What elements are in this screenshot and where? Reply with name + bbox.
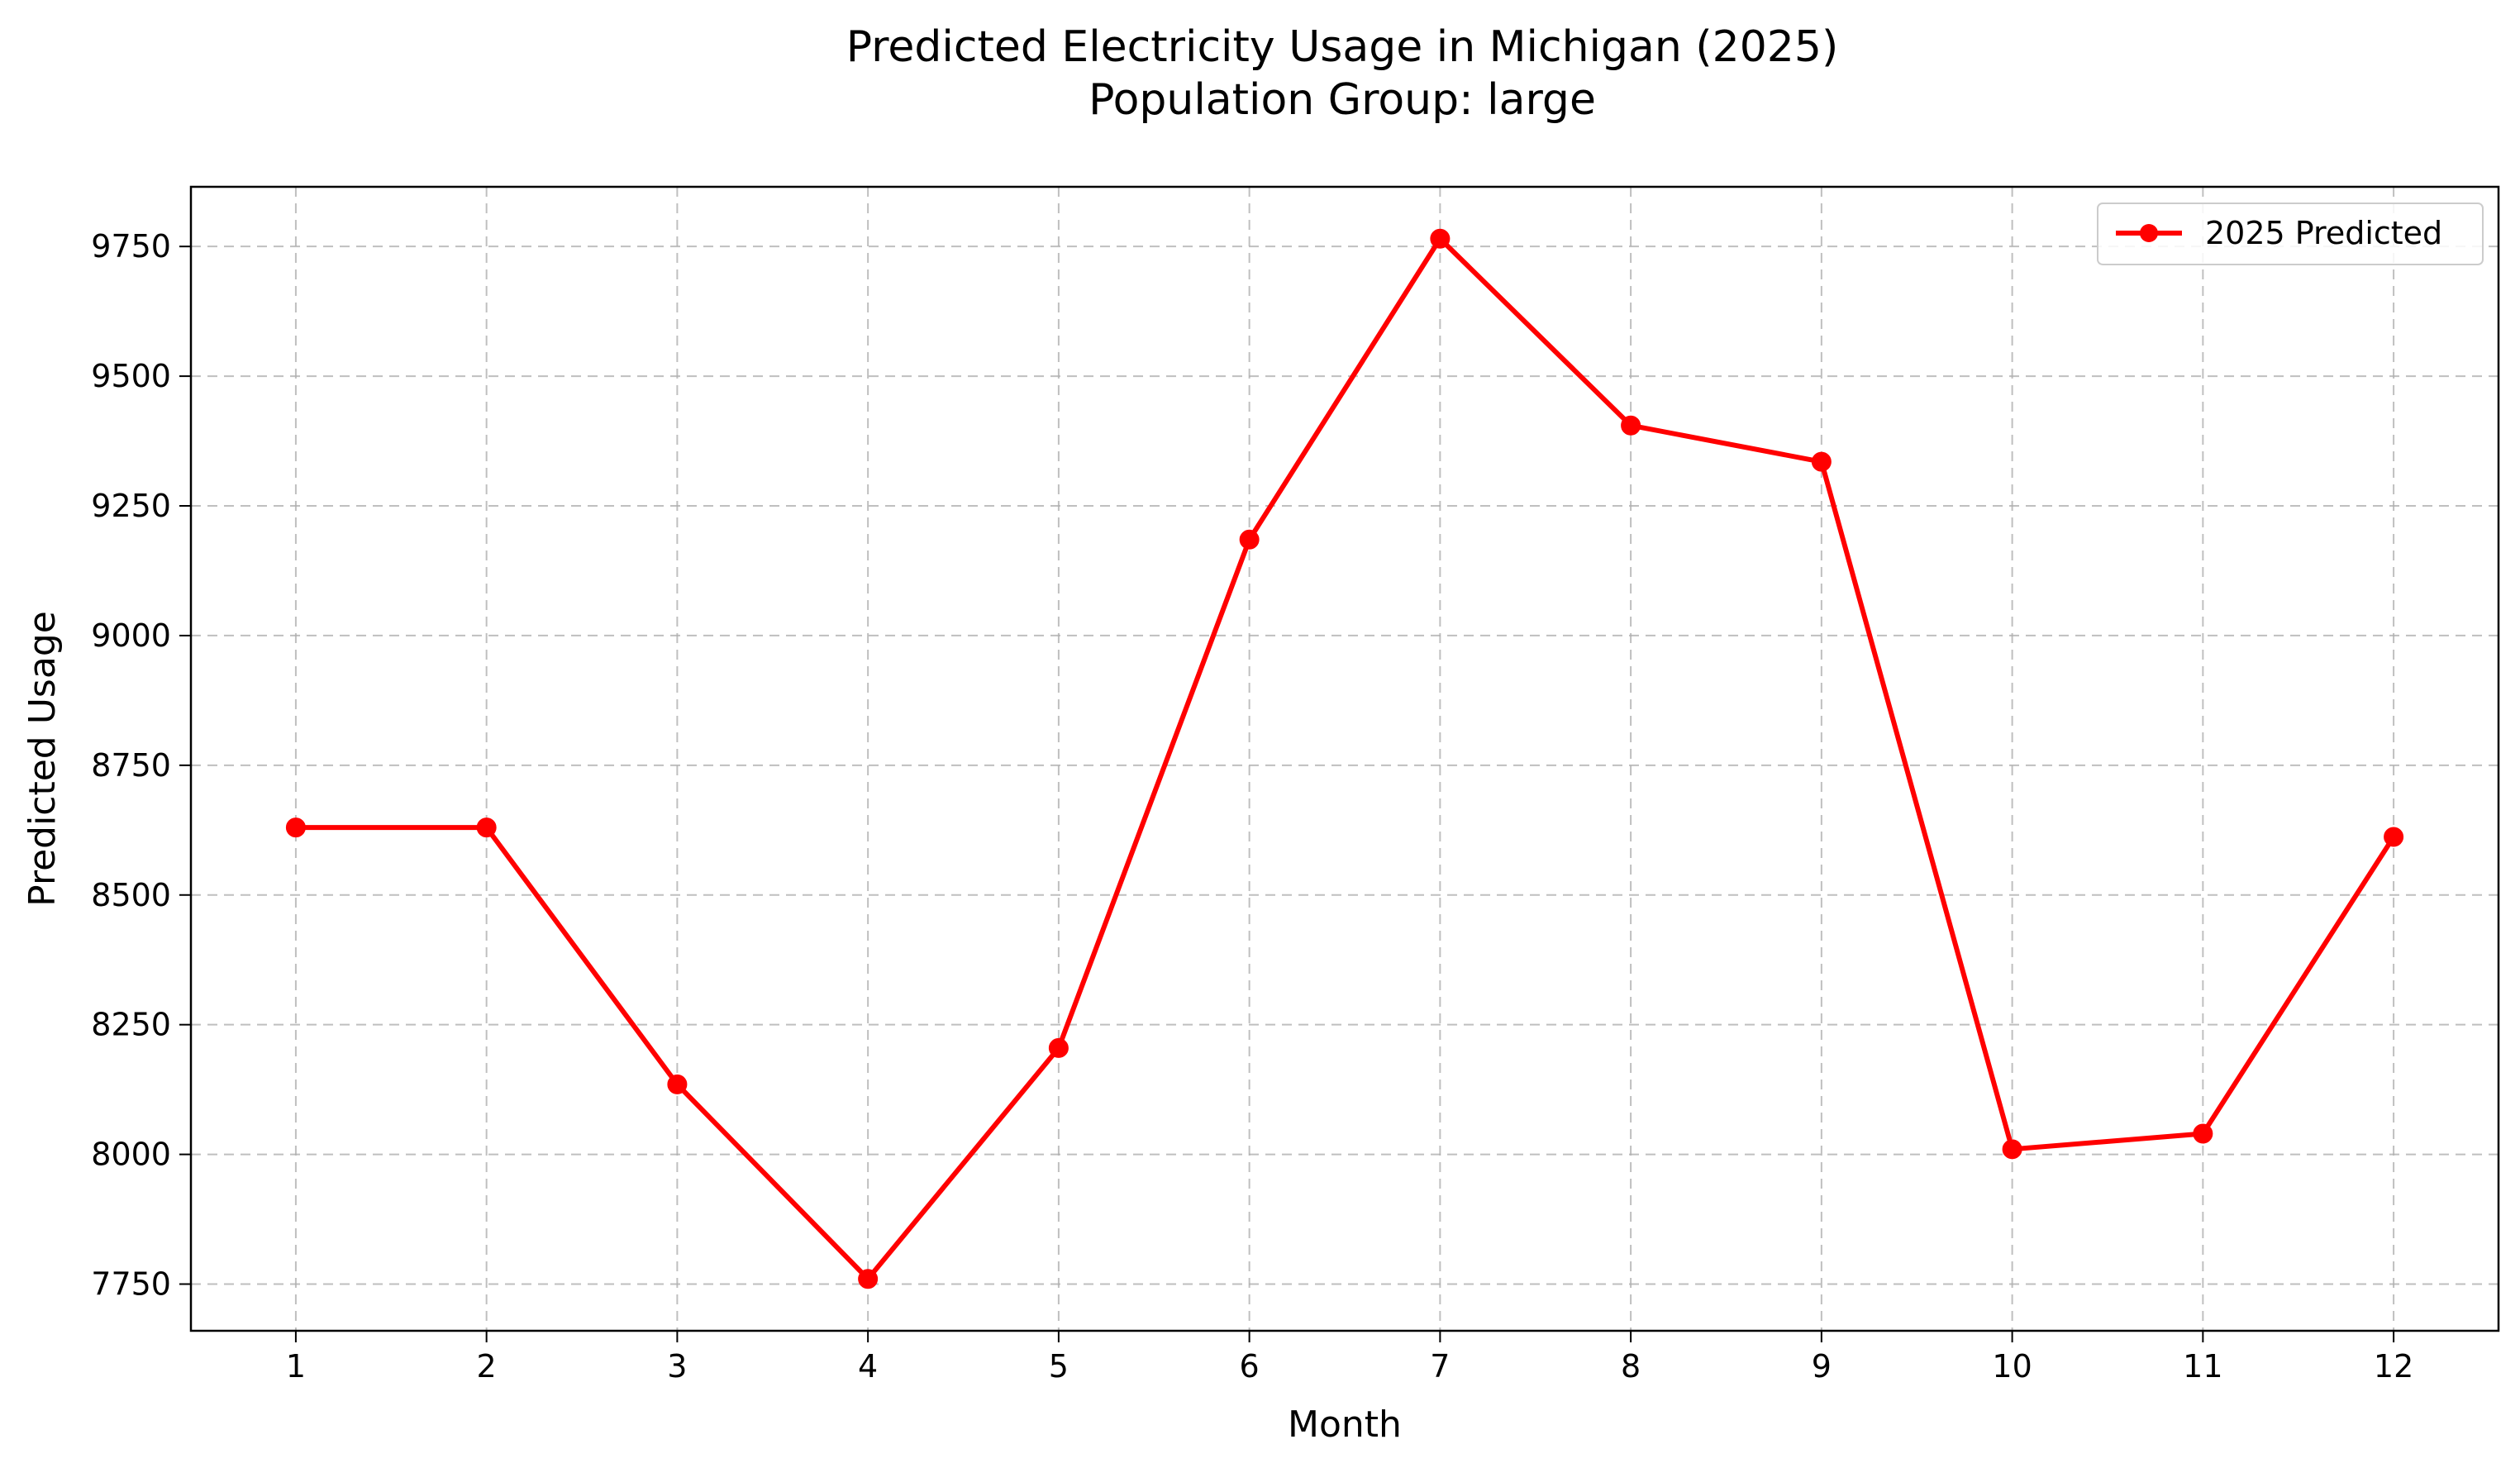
x-tick-label: 10 xyxy=(1992,1348,2032,1385)
x-axis-ticks: 1 2 3 4 5 6 7 8 9 10 11 12 xyxy=(286,1331,2413,1385)
plot-area-frame xyxy=(189,185,2500,1332)
series-line xyxy=(293,236,2397,1282)
y-tick-label: 9500 xyxy=(91,358,171,394)
chart-title: Predicted Electricity Usage in Michigan … xyxy=(846,22,1839,72)
data-point xyxy=(858,1269,879,1289)
legend-box xyxy=(2097,203,2484,265)
x-tick-label: 9 xyxy=(1812,1348,1832,1385)
data-point xyxy=(1048,1037,1069,1058)
x-tick-label: 3 xyxy=(667,1348,687,1385)
legend-marker-swatch xyxy=(2140,224,2158,242)
data-point xyxy=(2193,1123,2213,1144)
data-point xyxy=(476,817,497,838)
data-point xyxy=(1239,529,1260,550)
y-tick-label: 8750 xyxy=(91,747,171,784)
data-point xyxy=(2384,827,2404,847)
data-point xyxy=(667,1074,688,1094)
y-tick-label: 9250 xyxy=(91,488,171,524)
x-tick-label: 2 xyxy=(477,1348,497,1385)
y-axis-label: Predicted Usage xyxy=(21,611,64,907)
y-tick-label: 8000 xyxy=(91,1137,171,1173)
x-tick-label: 11 xyxy=(2183,1348,2222,1385)
x-tick-label: 1 xyxy=(286,1348,306,1385)
y-gridlines xyxy=(191,245,2499,1285)
y-tick-label: 9750 xyxy=(91,228,171,265)
x-gridlines xyxy=(294,187,2395,1331)
y-axis-ticks: 7750 8000 8250 8500 8750 9000 9250 9500 9750 xyxy=(91,228,191,1303)
data-point xyxy=(2002,1139,2022,1160)
y-tick-label: 8250 xyxy=(91,1007,171,1043)
data-point xyxy=(1430,228,1451,249)
x-tick-label: 7 xyxy=(1430,1348,1450,1385)
data-point xyxy=(285,817,306,838)
y-tick-label: 8500 xyxy=(91,877,171,913)
y-tick-label: 7750 xyxy=(91,1266,171,1303)
y-tick-label: 9000 xyxy=(91,617,171,654)
x-tick-label: 8 xyxy=(1621,1348,1641,1385)
data-point xyxy=(1621,415,1641,436)
x-tick-label: 4 xyxy=(858,1348,878,1385)
x-tick-label: 5 xyxy=(1049,1348,1069,1385)
x-tick-label: 12 xyxy=(2374,1348,2413,1385)
legend-entry-2025-predicted: 2025 Predicted xyxy=(2205,215,2442,251)
legend: 2025 Predicted xyxy=(2097,203,2484,265)
data-point xyxy=(1811,451,1832,472)
chart-subtitle: Population Group: large xyxy=(1089,75,1596,125)
x-tick-label: 6 xyxy=(1240,1348,1260,1385)
x-axis-label: Month xyxy=(1288,1404,1402,1446)
series-layer xyxy=(285,228,2404,1289)
